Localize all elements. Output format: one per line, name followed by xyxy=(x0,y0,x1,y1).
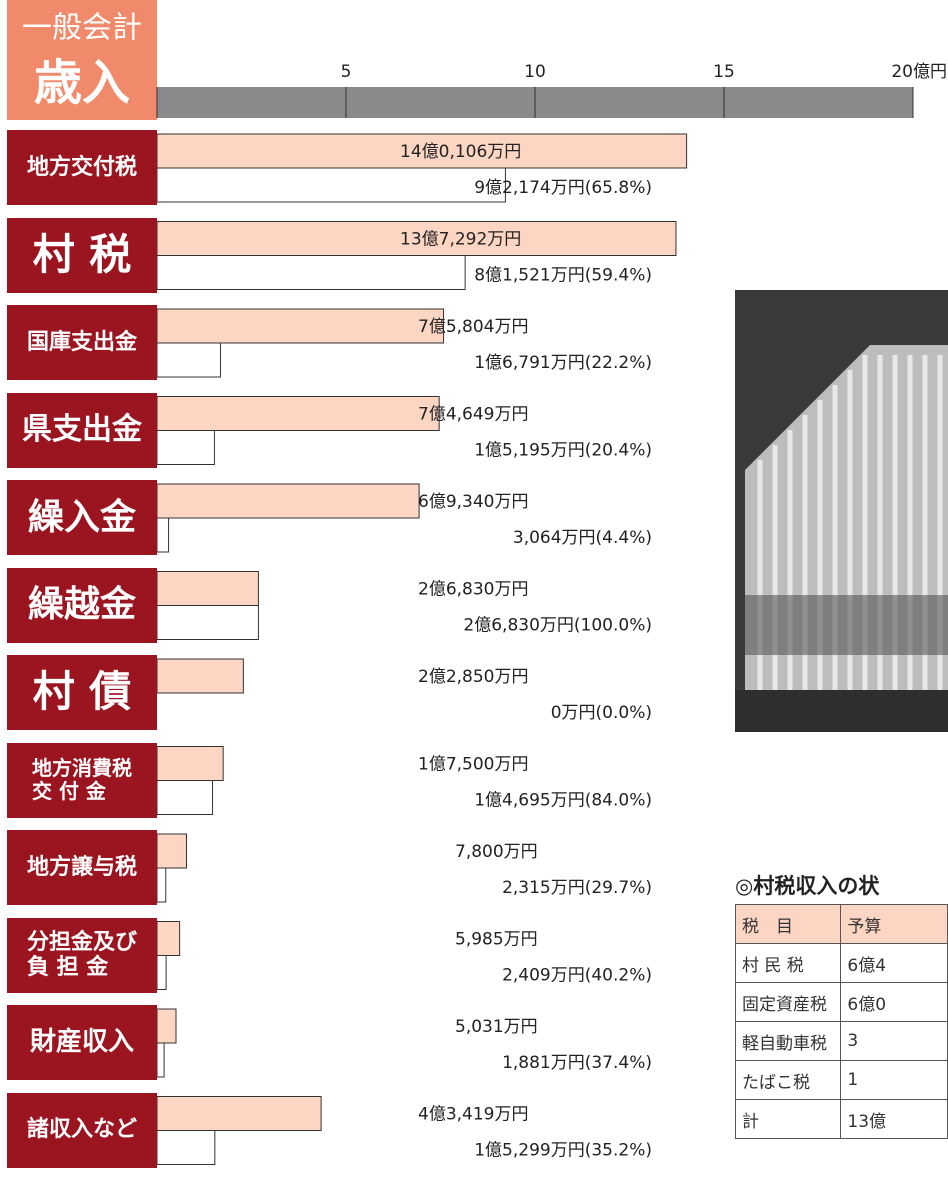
header-box xyxy=(7,0,157,50)
value-label: 7億5,804万円 xyxy=(418,317,528,337)
table-cell: たばこ税 xyxy=(734,1060,842,1100)
bar xyxy=(156,867,167,903)
bar xyxy=(156,1130,216,1165)
bar xyxy=(156,746,224,781)
value-label: 7億4,649万円 xyxy=(418,405,528,425)
value-label: 1億6,791万円(22.2%) xyxy=(474,353,652,373)
value-label: 8億1,521万円(59.4%) xyxy=(474,266,652,286)
value-label: 13億7,292万円 xyxy=(400,230,521,250)
bar xyxy=(156,780,214,815)
value-label: 5,985万円 xyxy=(455,930,538,950)
bar xyxy=(156,517,170,553)
category-label: 国庫支出金 xyxy=(7,305,157,380)
bar xyxy=(156,1008,177,1044)
table-cell: 税 目 xyxy=(734,904,842,944)
value-label: 2,409万円(40.2%) xyxy=(502,966,652,986)
table-cell: 1 xyxy=(840,1060,948,1100)
value-label: 1,881万円(37.4%) xyxy=(502,1053,652,1073)
x-tick-label: 20億円 xyxy=(891,62,947,82)
category-label: 村 税 xyxy=(7,217,157,293)
category-label: 財産収入 xyxy=(7,1005,157,1080)
bar xyxy=(156,396,440,431)
value-label: 5,031万円 xyxy=(455,1017,538,1037)
bar xyxy=(156,430,215,465)
value-label: 0万円(0.0%) xyxy=(551,703,652,723)
bar xyxy=(156,571,259,606)
value-label: 2億6,830万円 xyxy=(418,580,528,600)
value-label: 1億5,299万円(35.2%) xyxy=(474,1141,652,1161)
category-label: 地方消費税 交 付 金 xyxy=(7,742,157,818)
table-cell: 3 xyxy=(840,1021,948,1061)
category-label: 地方譲与税 xyxy=(7,830,157,905)
header-box xyxy=(7,50,157,120)
bar xyxy=(156,605,259,640)
bar xyxy=(156,833,187,869)
value-label: 6億9,340万円 xyxy=(418,492,528,512)
table-cell: 6億4 xyxy=(840,943,948,983)
x-tick-label: 15 xyxy=(713,62,735,82)
table-title: ◎村税収入の状 xyxy=(735,874,880,898)
header-title: 歳入 xyxy=(34,55,130,111)
value-label: 1億5,195万円(20.4%) xyxy=(474,441,652,461)
value-label: 1億7,500万円 xyxy=(418,755,528,775)
bar xyxy=(156,308,445,344)
photo xyxy=(735,290,948,732)
bar xyxy=(156,658,244,694)
bar xyxy=(156,255,466,290)
value-label: 9億2,174万円(65.8%) xyxy=(474,178,652,198)
table-cell: 13億 xyxy=(840,1099,948,1139)
x-tick-label: 10 xyxy=(524,62,546,82)
bar xyxy=(156,167,506,203)
value-label: 2億2,850万円 xyxy=(418,667,528,687)
value-label: 2億6,830万円(100.0%) xyxy=(463,616,652,636)
bar xyxy=(156,221,677,256)
value-label: 1億4,695万円(84.0%) xyxy=(474,791,652,811)
table-cell: 軽自動車税 xyxy=(734,1021,842,1061)
bar xyxy=(156,133,688,169)
value-label: 7,800万円 xyxy=(455,842,538,862)
category-label: 村 債 xyxy=(7,655,157,730)
value-label: 3,064万円(4.4%) xyxy=(513,528,652,548)
bar xyxy=(156,342,221,378)
category-label: 県支出金 xyxy=(7,392,157,468)
category-label: 分担金及び 負 担 金 xyxy=(7,917,157,993)
category-label: 繰越金 xyxy=(7,567,157,643)
table-cell: 固定資産税 xyxy=(734,982,842,1022)
bar xyxy=(156,955,167,990)
category-label: 諸収入など xyxy=(7,1092,157,1168)
header-label: 一般会計 xyxy=(22,11,142,46)
value-label: 14億0,106万円 xyxy=(400,142,521,162)
bar xyxy=(156,1042,165,1078)
table-cell: 6億0 xyxy=(840,982,948,1022)
bar xyxy=(156,483,420,519)
value-label: 4億3,419万円 xyxy=(418,1105,528,1125)
value-label: 2,315万円(29.7%) xyxy=(502,878,652,898)
category-label: 地方交付税 xyxy=(7,130,157,205)
tax-table: 税 目予算村 民 税 6億4 固定資産税 6億0 軽自動車税 3 たばこ税 1 計 13億 xyxy=(734,904,948,1139)
bar xyxy=(156,1096,322,1131)
table-cell: 予算 xyxy=(840,904,948,944)
category-label: 繰入金 xyxy=(7,480,157,555)
bar xyxy=(156,921,181,956)
table-cell: 計 xyxy=(734,1099,842,1139)
x-tick-label: 5 xyxy=(341,62,352,82)
table-cell: 村 民 税 xyxy=(734,943,842,983)
